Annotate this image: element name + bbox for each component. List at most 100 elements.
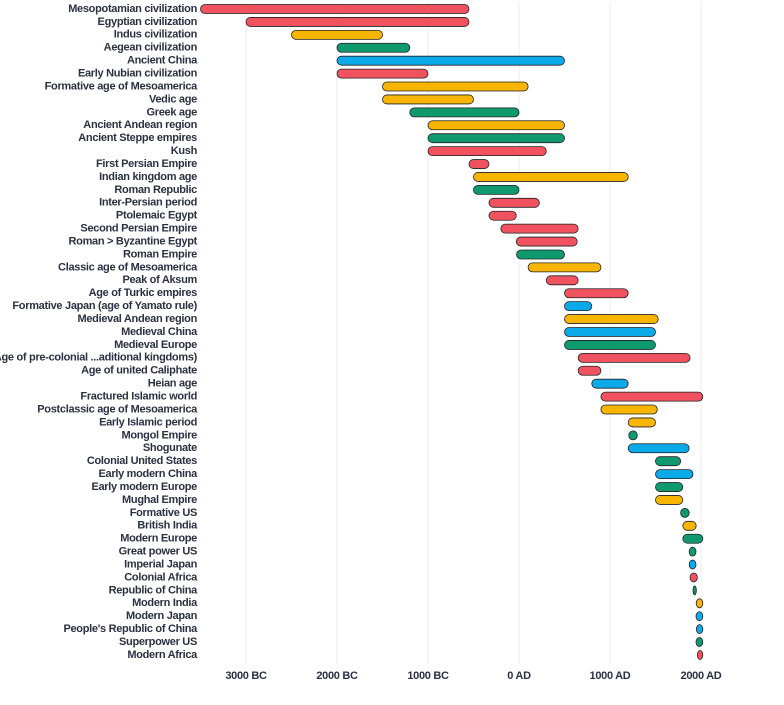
y-tick-label: Second Persian Empire [80,223,197,235]
bar [515,236,578,247]
y-tick-label: Ptolemaic Egypt [116,210,198,222]
y-tick-label: Indus civilization [114,29,198,41]
y-tick-label: Colonial United States [87,455,197,467]
bar [564,301,593,312]
y-tick-label: Imperial Japan [124,558,197,570]
bar [564,327,656,337]
y-tick-label: Formative Japan (age of Yamato rule) [12,300,197,312]
bar [516,249,565,260]
bar [627,417,656,428]
bar [628,430,638,441]
y-tick-label: Modern Europe [120,533,197,545]
y-tick-label: Early modern Europe [91,481,197,493]
y-tick-label: Medieval Andean region [77,313,197,325]
y-tick-label: Medieval Europe [114,339,197,351]
bar [682,520,697,531]
bar [245,17,470,27]
y-tick-label: Indian kingdom age [99,171,197,183]
x-tick-label: 2000 AD [681,670,722,682]
bar [692,585,697,596]
bar [688,559,697,570]
x-tick-label: 2000 BC [316,670,358,682]
y-tick-label: Fractured Islamic world [80,391,197,403]
y-tick-label: Heian age [148,378,197,390]
bar [655,456,682,467]
y-tick-label: Formative age of Mesoamerica [45,80,199,92]
bar [696,650,704,660]
bar [468,159,490,169]
y-tick-label: Shogunate [143,442,197,454]
y-tick-label: Greek age [146,106,197,118]
y-tick-label: Republic of China [109,584,199,596]
bar [488,197,540,208]
y-tick-label: Inter-Persian period [99,197,197,209]
bar [427,133,565,144]
y-tick-label: Mongol Empire [121,429,197,441]
y-tick-label: Peak of Aksum [122,274,197,286]
bar [680,507,690,518]
bar [336,68,429,79]
bar [577,352,691,363]
bar [695,624,704,635]
bar [591,378,629,389]
y-tick-label: Age of united Caliphate [81,365,197,377]
bar [564,314,659,324]
y-tick-label: Mughal Empire [122,494,197,506]
y-tick-label: Ancient Steppe empires [78,132,197,144]
bar [688,546,697,557]
bar [600,391,704,402]
bar [427,120,565,131]
bar [500,223,579,234]
bar [695,611,704,622]
bar [682,533,704,544]
y-tick-label: Mesopotamian civilization [68,3,197,15]
bar [473,184,520,195]
bar [655,469,694,480]
y-tick-label: Early modern China [98,468,198,480]
y-tick-label: Roman > Byzantine Egypt [69,235,198,247]
bar [336,42,411,53]
y-tick-label: Age of Turkic empires [89,287,198,299]
bar [336,55,565,66]
y-tick-label: Early Islamic period [99,416,197,428]
y-tick-label: Vedic age [149,93,197,105]
x-tick-label: 3000 BC [225,670,267,682]
bar [600,404,658,415]
y-tick-label: Early Nubian civilization [78,68,198,80]
x-tick-label: 1000 BC [407,670,449,682]
y-tick-label: British India [137,520,198,532]
bar [200,4,470,14]
bar [382,81,529,92]
y-tick-label: Medieval China [121,326,198,338]
y-tick-label: Colonial Africa [124,571,198,583]
bar [689,572,698,583]
y-tick-label: Roman Republic [114,184,197,196]
y-tick-label: Aegean civilization [104,42,198,54]
bar [655,482,684,492]
y-tick-label: Age of pre-colonial ...aditional kingdom… [0,352,198,364]
bar [655,495,684,505]
y-tick-label: Ancient Andean region [83,119,197,131]
bar [409,107,520,118]
x-tick-label: 1000 AD [590,670,631,682]
y-tick-label: Egyptian civilization [98,16,198,28]
bar [695,637,704,647]
y-tick-label: Postclassic age of Mesoamerica [37,403,198,415]
bar [695,598,704,609]
x-tick-label: 0 AD [507,670,531,682]
y-tick-label: Modern Japan [126,610,198,622]
y-tick-label: Modern India [132,597,198,609]
bar [577,365,602,376]
bar [564,340,656,350]
y-tick-label: Superpower US [119,636,197,648]
y-tick-label: Roman Empire [123,248,197,260]
y-tick-label: Modern Africa [127,649,198,661]
bar [627,443,690,454]
y-tick-label: Classic age of Mesoamerica [58,261,198,273]
bar [545,275,579,286]
bar [564,288,629,299]
bar [382,94,474,105]
bar [291,29,383,40]
y-tick-label: Formative US [130,507,197,519]
bar [527,262,602,273]
